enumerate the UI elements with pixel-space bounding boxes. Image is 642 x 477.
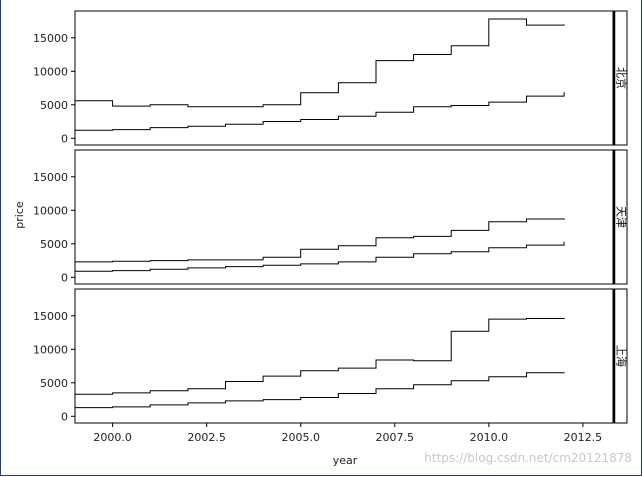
series-line-1 bbox=[75, 218, 565, 263]
y-tick-label: 15000 bbox=[33, 310, 68, 323]
series-line-2 bbox=[75, 372, 565, 409]
panel-frame bbox=[74, 288, 614, 424]
y-tick-label: 5000 bbox=[40, 238, 68, 251]
series-line-2 bbox=[75, 241, 565, 272]
y-tick-label: 10000 bbox=[33, 65, 68, 78]
strip-label: 上海 bbox=[615, 345, 629, 367]
strip-label: 北京 bbox=[615, 67, 629, 89]
panel-1: 北京 0 5000 10000 15000 bbox=[33, 10, 629, 146]
x-tick-label: 2005.0 bbox=[281, 431, 320, 444]
panel-2: 天津 0 5000 10000 15000 bbox=[33, 149, 628, 285]
x-axis-label: year bbox=[333, 454, 358, 467]
y-tick-label: 0 bbox=[61, 132, 68, 145]
y-tick-label: 5000 bbox=[40, 99, 68, 112]
x-tick-label: 2000.0 bbox=[93, 431, 132, 444]
y-tick-label: 10000 bbox=[33, 204, 68, 217]
panel-frame bbox=[74, 149, 614, 285]
series-line-1 bbox=[75, 18, 565, 108]
y-tick-label: 5000 bbox=[40, 377, 68, 390]
series-line-2 bbox=[75, 92, 565, 131]
y-axis-label: price bbox=[13, 201, 26, 229]
x-axis: 2000.0 2002.5 2005.0 2007.5 2010.0 2012.5 bbox=[93, 423, 602, 444]
y-tick-label: 0 bbox=[61, 410, 68, 423]
panels-group: 北京 0 5000 10000 15000 天津 0 5000 10000 15000 上海 0 500… bbox=[33, 10, 629, 424]
strip-label: 天津 bbox=[615, 206, 628, 228]
watermark: https://blog.csdn.net/cm20121878 bbox=[424, 451, 632, 465]
y-tick-label: 15000 bbox=[33, 171, 68, 184]
x-tick-label: 2002.5 bbox=[187, 431, 226, 444]
y-tick-label: 15000 bbox=[33, 32, 68, 45]
panel-frame bbox=[74, 10, 614, 146]
y-tick-label: 0 bbox=[61, 271, 68, 284]
y-tick-label: 10000 bbox=[33, 343, 68, 356]
x-tick-label: 2007.5 bbox=[376, 431, 415, 444]
x-tick-label: 2012.5 bbox=[564, 431, 603, 444]
panel-3: 上海 0 5000 10000 15000 bbox=[33, 288, 629, 424]
series-line-1 bbox=[75, 318, 565, 395]
x-tick-label: 2010.0 bbox=[470, 431, 509, 444]
